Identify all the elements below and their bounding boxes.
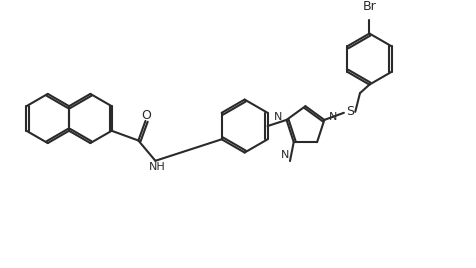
Text: O: O bbox=[141, 109, 151, 122]
Text: N: N bbox=[329, 112, 337, 122]
Text: N: N bbox=[273, 112, 282, 122]
Text: Br: Br bbox=[363, 0, 377, 13]
Text: N: N bbox=[281, 150, 289, 160]
Text: NH: NH bbox=[149, 162, 166, 172]
Text: S: S bbox=[347, 105, 355, 118]
